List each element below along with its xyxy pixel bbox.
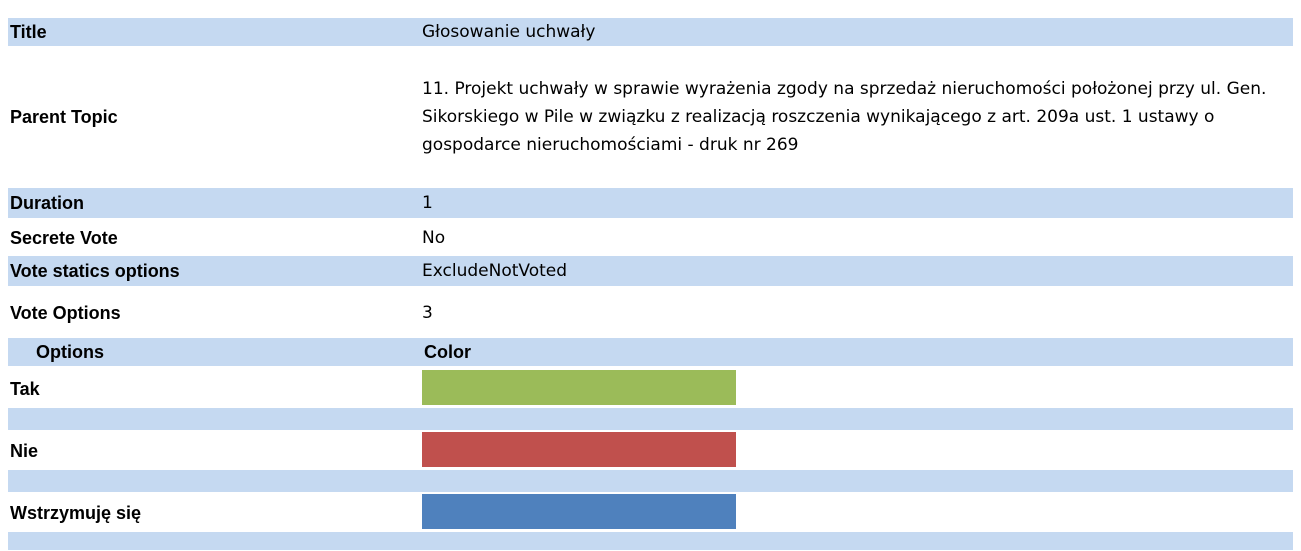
value: 3 (422, 303, 433, 323)
label: Duration (10, 192, 84, 213)
header: Options (36, 341, 104, 362)
option-name: Nie (10, 440, 39, 461)
value: 1 (422, 193, 433, 213)
header: Color (424, 341, 471, 362)
label: Title (10, 21, 47, 42)
value: ExcludeNotVoted (422, 261, 568, 281)
option-name: Tak (10, 378, 40, 399)
value: 11. Projekt uchwały w sprawie wyrażenia … (422, 79, 1267, 155)
label: Secrete Vote (10, 227, 118, 248)
row-band (8, 532, 1293, 550)
color-swatch (422, 432, 736, 467)
label: Parent Topic (10, 106, 118, 127)
row-band (8, 470, 1293, 492)
row-band (8, 338, 1293, 366)
value: No (422, 228, 446, 248)
label: Vote Options (10, 302, 121, 323)
row-band (8, 18, 1293, 46)
value: Głosowanie uchwały (422, 22, 596, 42)
row-band (8, 188, 1293, 218)
label: Vote statics options (10, 260, 180, 281)
row-band (8, 256, 1293, 286)
option-name: Wstrzymuję się (10, 502, 142, 523)
color-swatch (422, 370, 736, 405)
row-band (8, 408, 1293, 430)
color-swatch (422, 494, 736, 529)
